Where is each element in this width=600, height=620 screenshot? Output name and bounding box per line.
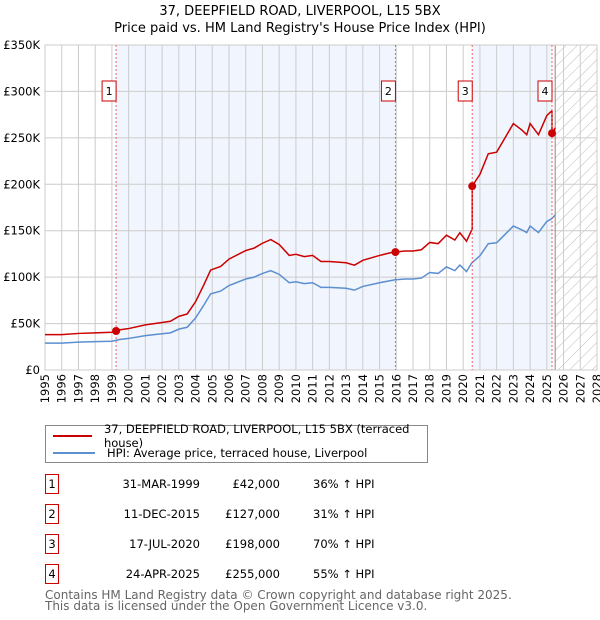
sale-row: 1 31-MAR-1999 £42,000 36% ↑ HPI (45, 474, 445, 494)
sale-row: 2 11-DEC-2015 £127,000 31% ↑ HPI (45, 504, 445, 524)
legend: 37, DEEPFIELD ROAD, LIVERPOOL, L15 5BX (… (45, 422, 428, 463)
sale-label-box (380, 80, 396, 102)
x-tick-label: 2004 (189, 374, 203, 403)
x-tick-label: 2018 (423, 374, 437, 403)
x-tick-label: 1996 (55, 374, 69, 403)
sale-label: 2 (385, 85, 392, 98)
x-tick-label: 2009 (272, 374, 286, 403)
y-tick-label: £150K (3, 224, 40, 238)
sale-date: 11-DEC-2015 (123, 507, 200, 521)
sale-point (548, 129, 557, 138)
sale-hpi-diff: 55% ↑ HPI (313, 567, 375, 581)
sale-number-badge: 1 (45, 474, 59, 494)
x-tick-label: 2016 (389, 374, 403, 403)
x-tick-label: 2008 (255, 374, 269, 403)
sale-label-box (457, 80, 473, 102)
sale-point (468, 182, 477, 191)
x-tick-label: 2025 (540, 374, 554, 403)
sale-label: 4 (542, 85, 549, 98)
plot-frame (44, 44, 598, 371)
legend-label: HPI: Average price, terraced house, Live… (107, 446, 368, 460)
sale-hpi-diff: 70% ↑ HPI (313, 537, 375, 551)
x-tick-label: 2019 (439, 374, 453, 403)
legend-item-price: 37, DEEPFIELD ROAD, LIVERPOOL, L15 5BX (… (46, 422, 427, 450)
sale-row: 3 17-JUL-2020 £198,000 70% ↑ HPI (45, 534, 445, 554)
sale-hpi-diff: 36% ↑ HPI (313, 477, 375, 491)
sale-date: 17-JUL-2020 (129, 537, 200, 551)
x-tick-label: 2024 (523, 374, 537, 403)
sale-number-badge: 3 (45, 534, 59, 554)
x-tick-label: 2022 (490, 374, 504, 403)
x-tick-label: 2023 (506, 374, 520, 403)
y-tick-label: £100K (3, 270, 40, 284)
x-tick-label: 2005 (205, 374, 219, 403)
price-paid-line (45, 110, 556, 336)
forecast-hatch (555, 45, 597, 370)
sale-point (112, 327, 121, 335)
x-tick-label: 2021 (473, 374, 487, 403)
sale-label: 1 (106, 85, 113, 98)
legend-swatch-blue (53, 452, 95, 454)
sale-label-box (101, 80, 117, 102)
y-tick-label: £0 (25, 363, 40, 377)
x-tick-label: 1997 (71, 374, 85, 403)
footer-copyright: Contains HM Land Registry data © Crown c… (45, 588, 512, 602)
hpi-line (45, 214, 556, 344)
y-tick-label: £250K (3, 131, 40, 145)
sale-point (391, 248, 400, 257)
x-tick-label: 2020 (456, 374, 470, 403)
sale-number-badge: 2 (45, 504, 59, 524)
x-tick-label: 1995 (38, 374, 52, 403)
x-tick-label: 2012 (322, 374, 336, 403)
sale-price: £198,000 (225, 537, 280, 551)
x-tick-label: 2026 (557, 374, 571, 403)
y-tick-label: £300K (3, 84, 40, 98)
sale-row: 4 24-APR-2025 £255,000 55% ↑ HPI (45, 564, 445, 584)
legend-label: 37, DEEPFIELD ROAD, LIVERPOOL, L15 5BX (… (103, 422, 410, 450)
price-chart: 1995 1996 1997 1998 1999 2000 2001 2002 2003 2004… (3, 38, 600, 403)
x-tick-label: 2013 (339, 374, 353, 403)
x-tick-label: 2001 (138, 374, 152, 403)
x-tick-label: 2010 (289, 374, 303, 403)
legend-item-hpi: HPI: Average price, terraced house, Live… (46, 445, 367, 461)
x-tick-label: 2006 (222, 374, 236, 403)
x-tick-label: 2000 (122, 374, 136, 403)
sale-price: £255,000 (225, 567, 280, 581)
y-tick-label: £350K (3, 38, 40, 52)
sale-label-box (537, 80, 553, 102)
sale-date: 24-APR-2025 (125, 567, 200, 581)
x-tick-label: 2028 (590, 374, 600, 403)
x-tick-label: 1998 (88, 374, 102, 403)
footer-licence: This data is licensed under the Open Gov… (45, 599, 428, 613)
sale-number-badge: 4 (45, 564, 59, 584)
x-tick-label: 2002 (155, 374, 169, 403)
y-tick-label: £200K (3, 177, 40, 191)
x-tick-label: 2015 (373, 374, 387, 403)
sale-price: £127,000 (225, 507, 280, 521)
sale-label: 3 (462, 85, 469, 98)
sale-date: 31-MAR-1999 (122, 477, 200, 491)
chart-subtitle: Price paid vs. HM Land Registry's House … (114, 21, 486, 36)
x-tick-label: 2003 (172, 374, 186, 403)
shaded-ownership-period (116, 45, 396, 370)
sale-hpi-diff: 31% ↑ HPI (313, 507, 375, 521)
chart-title: 37, DEEPFIELD ROAD, LIVERPOOL, L15 5BX (159, 4, 441, 19)
x-tick-label: 2017 (406, 374, 420, 403)
x-tick-label: 2027 (573, 374, 587, 403)
x-tick-label: 2011 (306, 374, 320, 403)
x-tick-label: 1999 (105, 374, 119, 403)
y-tick-label: £50K (11, 317, 41, 331)
sale-price: £42,000 (232, 477, 280, 491)
x-tick-label: 2007 (239, 374, 253, 403)
x-tick-label: 2014 (356, 374, 370, 403)
legend-swatch-red (53, 435, 92, 437)
